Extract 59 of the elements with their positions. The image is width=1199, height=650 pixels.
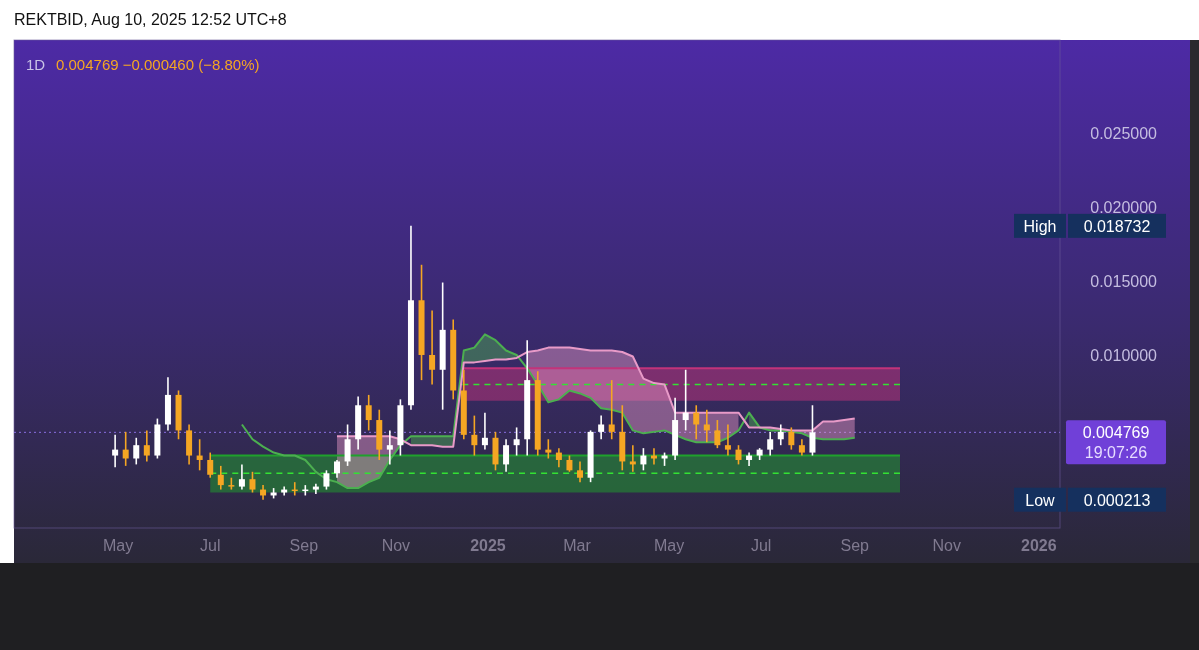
candlestick xyxy=(471,414,478,457)
candlestick xyxy=(323,469,330,491)
candlestick xyxy=(133,436,140,466)
x-tick-label: May xyxy=(103,537,134,554)
x-tick-label: Jul xyxy=(750,537,772,554)
candlestick xyxy=(767,431,774,457)
candlestick xyxy=(238,463,245,491)
candlestick xyxy=(714,419,721,449)
candlestick xyxy=(207,451,214,479)
candlestick xyxy=(703,408,710,444)
x-tick-label: Nov xyxy=(381,537,411,554)
candlestick xyxy=(249,471,256,494)
text: 19:07:26 xyxy=(1084,444,1148,462)
x-tick-label: 2025 xyxy=(470,537,506,554)
candlestick xyxy=(555,447,562,469)
line-series xyxy=(240,333,856,490)
text: 0.000213 xyxy=(1083,491,1151,509)
candlestick xyxy=(598,414,605,441)
candlestick xyxy=(122,431,129,467)
x-tick-label: Mar xyxy=(563,537,592,554)
candlestick xyxy=(429,309,436,386)
candlestick xyxy=(777,423,784,446)
y-tick-label: 0.010000 xyxy=(1090,346,1158,364)
text: 0.004769 −0.000460 (−8.80%) xyxy=(56,56,260,73)
annotation: High xyxy=(1023,217,1057,235)
candlestick xyxy=(809,404,816,457)
candlestick xyxy=(513,426,520,457)
y-tick-label: 0.015000 xyxy=(1090,273,1158,291)
candlestick xyxy=(629,444,636,473)
candlestick xyxy=(577,460,584,483)
candlestick xyxy=(217,465,224,491)
candlestick xyxy=(545,438,552,460)
x-tick-label: Sep xyxy=(840,537,870,554)
x-tick-label: May xyxy=(653,537,685,554)
candlestick xyxy=(344,423,351,467)
candlestick xyxy=(608,379,615,441)
x-tick-label: Jul xyxy=(199,537,221,554)
candlestick xyxy=(112,434,119,469)
candlestick xyxy=(788,426,795,451)
text: 0.018732 xyxy=(1083,217,1151,235)
candlestick xyxy=(503,438,510,473)
y-tick-label: 0.020000 xyxy=(1090,199,1158,217)
candlestick xyxy=(682,368,689,432)
candlestick xyxy=(365,394,372,432)
candlestick xyxy=(735,444,742,466)
candlestick xyxy=(640,447,647,472)
candlestick xyxy=(724,423,731,457)
candlestick xyxy=(481,411,488,451)
y-tick-label: 0.025000 xyxy=(1090,125,1158,143)
candlestick xyxy=(386,429,393,466)
text: 1D xyxy=(26,56,46,73)
x-tick-label: 2026 xyxy=(1021,537,1057,554)
candlestick xyxy=(143,429,150,463)
annotation: Low xyxy=(1025,491,1056,509)
x-tick-label: Nov xyxy=(932,537,962,554)
text: REKTBID, Aug 10, 2025 12:52 UTC+8 xyxy=(14,11,287,28)
candlestick xyxy=(693,404,700,441)
x-tick-label: Sep xyxy=(289,537,319,554)
ref-line-label: 0.004769 xyxy=(1082,424,1150,442)
